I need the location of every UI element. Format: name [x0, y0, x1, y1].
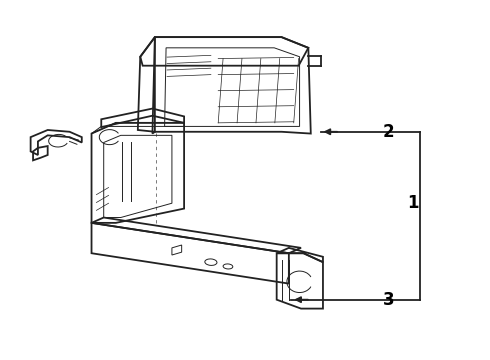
Text: 1: 1	[407, 194, 419, 212]
Text: 2: 2	[383, 123, 394, 141]
Text: 3: 3	[383, 291, 394, 309]
